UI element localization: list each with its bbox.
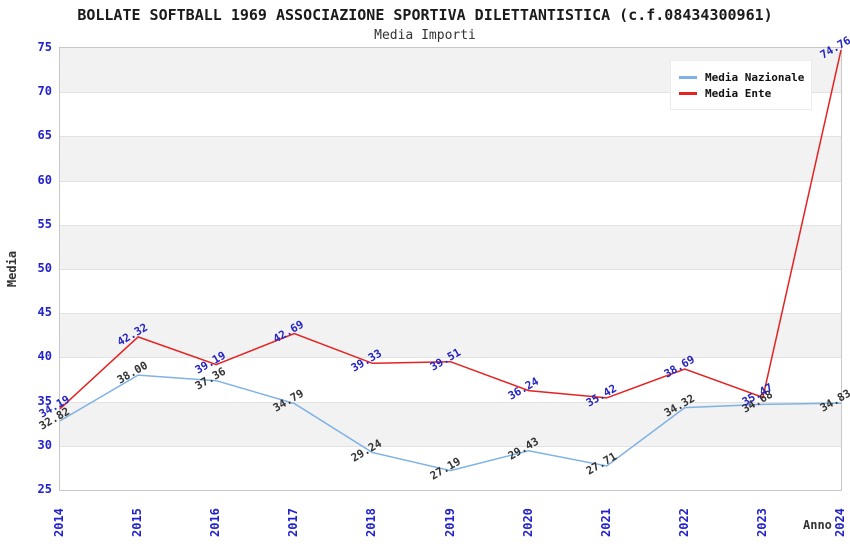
y-axis-title: Media: [5, 250, 19, 288]
grid-band: [60, 269, 841, 313]
legend-label: Media Nazionale: [705, 71, 805, 84]
grid-band: [60, 313, 841, 358]
y-tick-label: 35: [37, 393, 52, 408]
y-tick-label: 30: [37, 437, 52, 452]
x-tick-label: 2018: [364, 508, 379, 537]
y-tick-label: 70: [37, 84, 52, 99]
y-tick-label: 50: [37, 261, 52, 275]
x-tick-label: 2022: [676, 508, 691, 537]
series-line-media-nazionale: [59, 374, 842, 472]
x-tick-label: 2015: [130, 508, 145, 537]
chart-subtitle: Media Importi: [374, 28, 476, 43]
grid-band: [60, 357, 841, 401]
x-tick-label: 2017: [286, 508, 301, 537]
x-tick-label: 2020: [520, 508, 535, 537]
plot-area: [59, 47, 842, 491]
x-tick-label: 2021: [598, 508, 613, 537]
grid-band: [60, 180, 841, 225]
y-tick-label: 40: [37, 349, 52, 364]
x-tick-label: 2019: [442, 508, 457, 537]
legend-label: Media Ente: [705, 87, 772, 100]
grid-band: [60, 445, 841, 490]
x-tick-label: 2016: [208, 508, 223, 537]
x-axis-title: Anno: [803, 518, 832, 532]
series-lines-svg: [59, 49, 842, 472]
grid-band: [60, 136, 841, 181]
series-line-media-ente: [59, 49, 842, 410]
x-tick-label: 2024: [833, 508, 847, 537]
y-tick-label: 25: [37, 482, 52, 496]
y-tick-label: 45: [37, 305, 52, 320]
x-tick-label: 2014: [52, 508, 66, 537]
chart-title: BOLLATE SOFTBALL 1969 ASSOCIAZIONE SPORT…: [77, 6, 773, 24]
y-tick-label: 65: [37, 128, 52, 143]
legend-item: Media Ente: [679, 87, 803, 100]
legend-item: Media Nazionale: [679, 71, 805, 84]
legend: Media Nazionale Media Ente: [670, 60, 812, 110]
y-tick-label: 75: [37, 40, 52, 54]
grid-band: [60, 92, 841, 136]
y-tick-label: 60: [37, 172, 52, 187]
legend-line-swatch-icon: [679, 76, 697, 79]
x-tick-label: 2023: [754, 508, 769, 537]
grid-band: [60, 401, 841, 446]
grid-band: [60, 224, 841, 269]
plot-bands: [60, 48, 841, 490]
legend-line-swatch-icon: [679, 92, 697, 95]
y-tick-label: 55: [37, 216, 52, 231]
